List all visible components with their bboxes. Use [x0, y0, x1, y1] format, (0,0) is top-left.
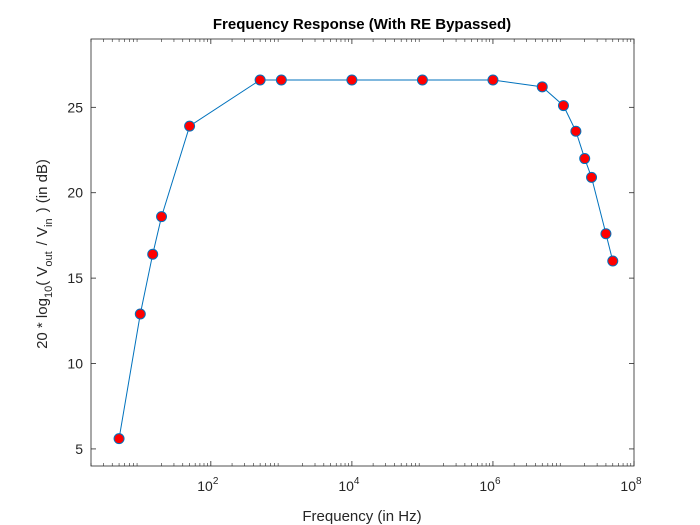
data-point — [156, 211, 168, 223]
y-tick-label: 20 — [67, 185, 83, 201]
data-point — [536, 81, 548, 93]
y-tick-label: 5 — [75, 441, 83, 457]
x-tick-label-exponent: 2 — [213, 476, 219, 487]
data-point — [254, 74, 266, 86]
y-label-prefix: 20 * log — [34, 298, 51, 349]
data-point — [487, 74, 499, 86]
data-point — [586, 171, 598, 183]
data-point — [557, 100, 569, 112]
data-point — [570, 125, 582, 137]
y-tick-label: 25 — [67, 99, 83, 115]
data-point — [147, 248, 159, 260]
x-tick-label-base: 10 — [620, 478, 636, 494]
y-axis-label: 20 * log10( Vout / Vin ) (in dB) — [34, 159, 55, 349]
data-point — [600, 228, 612, 240]
series-markers — [113, 74, 619, 445]
x-tick-label: 102 — [197, 476, 219, 494]
data-point — [184, 120, 196, 132]
chart-title: Frequency Response (With RE Bypassed) — [213, 16, 511, 33]
x-axis-label: Frequency (in Hz) — [302, 508, 421, 525]
x-axis-ticks: 102 104 106 108 — [90, 39, 642, 494]
y-label-suffix: ) (in dB) — [34, 159, 51, 212]
x-tick-label: 104 — [338, 476, 360, 494]
data-point — [416, 74, 428, 86]
x-tick-label: 106 — [479, 476, 501, 494]
data-point — [134, 308, 146, 320]
x-tick-label-base: 10 — [479, 478, 495, 494]
data-point — [607, 255, 619, 267]
y-label-log-base: 10 — [43, 286, 55, 298]
y-label-open: ( V — [34, 267, 51, 286]
x-tick-label-exponent: 8 — [636, 476, 642, 487]
data-point — [275, 74, 287, 86]
y-tick-label: 10 — [67, 356, 83, 372]
y-label-in-sub: in — [43, 218, 55, 227]
x-tick-label-base: 10 — [197, 478, 213, 494]
y-label-out-sub: out — [43, 251, 55, 266]
plot-area — [90, 38, 635, 467]
y-axis-ticks: 5 10 15 20 25 — [67, 99, 634, 457]
y-tick-label: 15 — [67, 270, 83, 286]
data-point — [346, 74, 358, 86]
x-tick-label-exponent: 4 — [354, 476, 360, 487]
y-label-mid: / V — [34, 227, 51, 245]
data-point — [579, 153, 591, 165]
data-point — [113, 433, 125, 445]
x-tick-label-exponent: 6 — [495, 476, 501, 487]
x-tick-label-base: 10 — [338, 478, 354, 494]
x-tick-label: 108 — [620, 476, 642, 494]
